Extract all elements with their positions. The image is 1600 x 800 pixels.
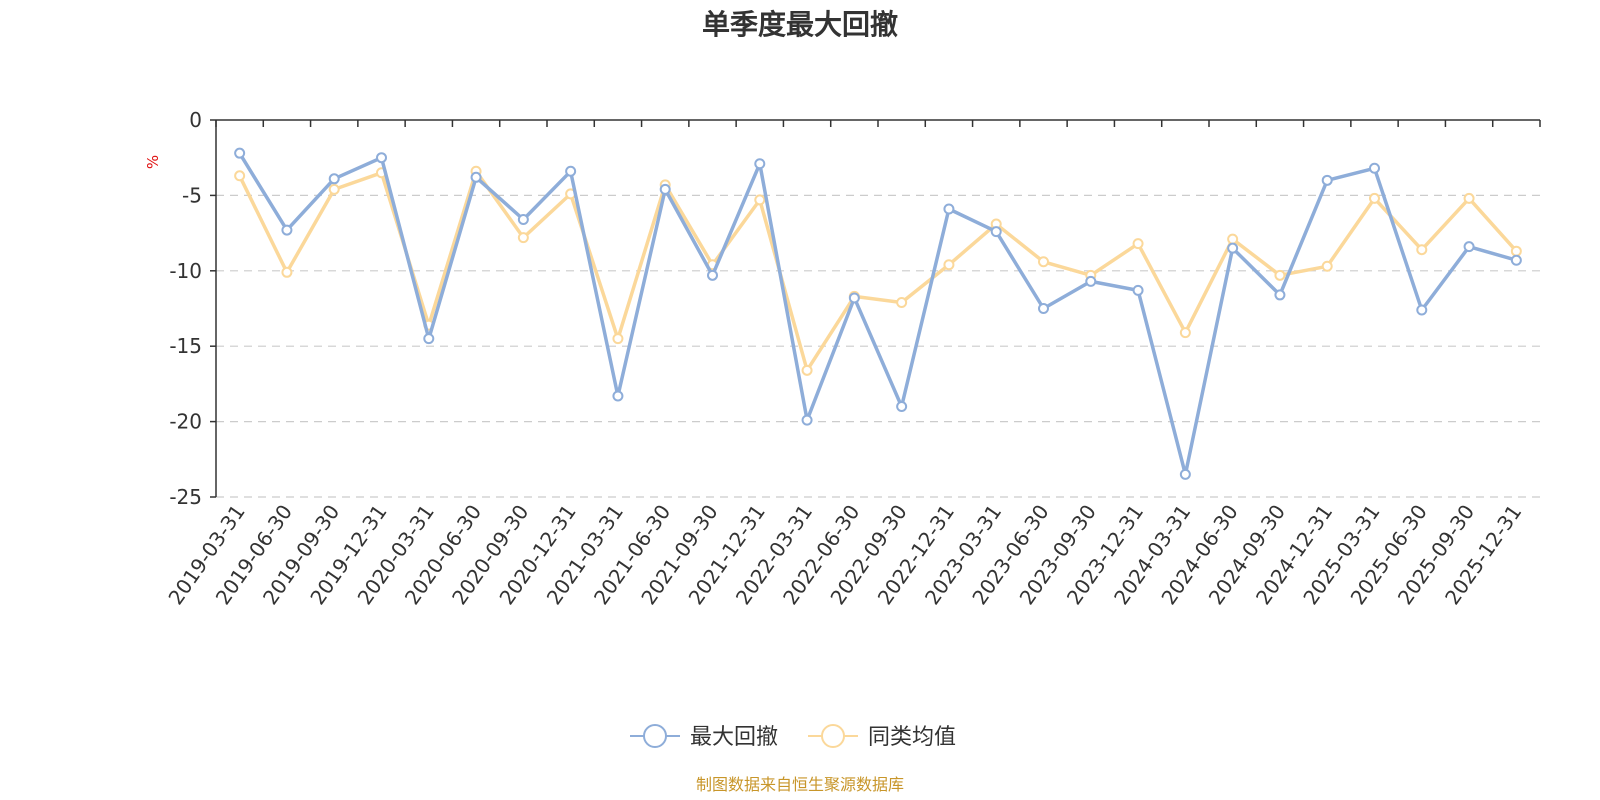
data-point[interactable] <box>328 173 340 185</box>
data-point[interactable] <box>990 226 1002 238</box>
data-point[interactable] <box>423 333 435 345</box>
chart-title: 单季度最大回撤 <box>702 8 898 41</box>
data-point[interactable] <box>1369 162 1380 174</box>
data-point[interactable] <box>1038 303 1049 314</box>
data-point[interactable] <box>707 269 718 281</box>
data-point[interactable] <box>1274 269 1286 281</box>
data-point[interactable] <box>1179 327 1191 339</box>
legend-marker-icon <box>643 724 667 748</box>
y-tick-label: -20 <box>169 410 202 434</box>
data-point[interactable] <box>1274 289 1286 301</box>
data-point[interactable] <box>659 183 671 195</box>
data-point[interactable] <box>1416 304 1428 316</box>
data-source-note: 制图数据来自恒生聚源数据库 <box>696 775 904 794</box>
data-point[interactable] <box>1321 260 1333 272</box>
series-layer <box>234 147 1522 480</box>
y-tick-label: -15 <box>169 334 202 358</box>
data-point[interactable] <box>1463 192 1475 204</box>
data-point[interactable] <box>848 292 860 304</box>
data-point[interactable] <box>1510 245 1522 257</box>
data-point[interactable] <box>234 147 246 159</box>
data-point[interactable] <box>612 333 624 345</box>
y-tick-label: -10 <box>169 259 202 283</box>
data-point[interactable] <box>1463 241 1475 253</box>
data-point[interactable] <box>281 266 293 278</box>
legend-item-1[interactable]: 最大回撤 <box>630 724 778 750</box>
data-point[interactable] <box>943 259 955 271</box>
data-point[interactable] <box>1179 468 1191 480</box>
grid-layer <box>216 194 1540 498</box>
y-tick-label: 0 <box>189 108 202 132</box>
data-point[interactable] <box>1321 174 1333 186</box>
data-point[interactable] <box>328 183 340 195</box>
data-point[interactable] <box>470 171 482 183</box>
data-point[interactable] <box>1369 192 1380 204</box>
data-point[interactable] <box>896 296 908 308</box>
data-point[interactable] <box>801 414 813 426</box>
data-point[interactable] <box>1227 233 1239 245</box>
data-point[interactable] <box>1085 275 1097 287</box>
legend-label: 最大回撤 <box>690 725 778 750</box>
data-point[interactable] <box>754 194 766 206</box>
y-axis-unit-label: % <box>144 155 162 169</box>
data-point[interactable] <box>281 224 293 236</box>
data-point[interactable] <box>896 401 908 413</box>
y-tick-label: -25 <box>169 485 202 509</box>
legend-item-2[interactable]: 同类均值 <box>808 724 956 750</box>
data-point[interactable] <box>1132 284 1144 296</box>
data-point[interactable] <box>1132 238 1144 250</box>
data-point[interactable] <box>517 214 529 226</box>
data-point[interactable] <box>1416 244 1428 256</box>
series-line-1 <box>238 152 1517 477</box>
data-point[interactable] <box>943 203 955 215</box>
data-point[interactable] <box>801 364 813 376</box>
legend-label: 同类均值 <box>868 725 956 750</box>
data-point[interactable] <box>754 158 766 170</box>
data-point[interactable] <box>565 165 577 177</box>
data-point[interactable] <box>612 390 624 402</box>
data-point[interactable] <box>376 152 387 164</box>
series-line-2 <box>238 169 1518 373</box>
axis-layer: 0-5-10-15-20-252019-03-312019-06-302019-… <box>163 108 1541 609</box>
data-point[interactable] <box>234 170 246 182</box>
legend[interactable]: 最大回撤 同类均值 <box>630 724 956 750</box>
y-tick-label: -5 <box>182 183 202 207</box>
data-point[interactable] <box>1038 256 1049 268</box>
legend-marker-icon <box>821 724 845 748</box>
data-point[interactable] <box>1227 242 1239 254</box>
data-point[interactable] <box>517 232 529 244</box>
data-point[interactable] <box>1510 254 1522 266</box>
